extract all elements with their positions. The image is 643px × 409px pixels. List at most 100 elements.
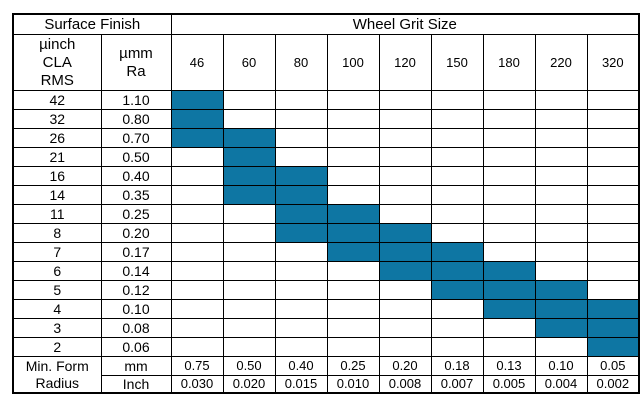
grit-cell (222, 223, 276, 243)
grit-cell (170, 299, 224, 319)
wheel-grit-size-header: Wheel Grit Size (170, 13, 640, 35)
grit-cell (378, 166, 432, 186)
umm-value-cell: 0.80 (100, 109, 172, 129)
grit-cell (326, 299, 380, 319)
grit-cell (482, 185, 536, 205)
grit-cell-filled (274, 223, 328, 243)
grit-cell (534, 147, 588, 167)
umm-value-cell: 0.20 (100, 223, 172, 243)
surface-finish-grit-table: Surface Finish Wheel Grit Size µinch CLA… (12, 13, 641, 394)
umm-value-cell: 0.35 (100, 185, 172, 205)
umm-value-cell: 0.40 (100, 166, 172, 186)
grit-cell (170, 337, 224, 357)
grit-cell (378, 318, 432, 338)
grit-cell (534, 261, 588, 281)
grit-cell (378, 109, 432, 129)
umm-value-cell: 0.25 (100, 204, 172, 224)
inch-value-cell: 0.007 (430, 375, 484, 394)
grit-cell (482, 128, 536, 148)
umm-value-cell: 0.50 (100, 147, 172, 167)
grit-cell (534, 204, 588, 224)
inch-value-cell: 0.030 (170, 375, 224, 394)
grit-cell-filled (430, 280, 484, 300)
grit-cell (430, 166, 484, 186)
mm-value-cell: 0.05 (586, 356, 640, 376)
grit-cell (482, 223, 536, 243)
grit-cell (274, 337, 328, 357)
grit-cell-filled (586, 318, 640, 338)
finish-row: 7 0.17 (12, 242, 640, 262)
uinch-value-cell: 32 (12, 109, 102, 129)
grit-cell (586, 166, 640, 186)
grit-cell (482, 109, 536, 129)
grit-size-header: 80 (274, 34, 328, 91)
grit-cell (378, 147, 432, 167)
grit-cell (170, 147, 224, 167)
grit-cell-filled (274, 185, 328, 205)
inch-value-cell: 0.004 (534, 375, 588, 394)
grit-cell (274, 318, 328, 338)
grit-cell (482, 204, 536, 224)
grit-cell (222, 299, 276, 319)
inch-value-cell: 0.015 (274, 375, 328, 394)
grit-cell (586, 204, 640, 224)
grit-cell (170, 318, 224, 338)
grit-cell (430, 147, 484, 167)
grit-cell (170, 166, 224, 186)
grit-cell-filled (378, 223, 432, 243)
grit-cell-filled (586, 299, 640, 319)
min-form-radius-inch-row: Inch 0.030 0.020 0.015 0.010 0.008 0.007 0.005… (13, 375, 640, 394)
umm-value-cell: 1.10 (100, 90, 172, 110)
grit-cell-filled (482, 280, 536, 300)
grit-cell (222, 280, 276, 300)
grit-cell (274, 261, 328, 281)
grit-cell-filled (274, 166, 328, 186)
grit-cell (430, 204, 484, 224)
grit-cell (534, 337, 588, 357)
grit-cell (586, 90, 640, 110)
grit-cell (378, 128, 432, 148)
grit-cell-filled (170, 109, 224, 129)
finish-row: 16 0.40 (12, 166, 640, 186)
grit-cell (482, 90, 536, 110)
grit-cell (534, 109, 588, 129)
grit-cell (326, 128, 380, 148)
finish-row: 3 0.08 (12, 318, 640, 338)
grit-cell (326, 147, 380, 167)
uinch-value-cell: 16 (12, 166, 102, 186)
inch-value-cell: 0.008 (378, 375, 432, 394)
grit-cell (222, 318, 276, 338)
grit-cell (482, 147, 536, 167)
grit-cell (326, 261, 380, 281)
umm-value-cell: 0.14 (100, 261, 172, 281)
grit-cell-filled (326, 223, 380, 243)
grit-cell (534, 128, 588, 148)
grit-size-header: 150 (430, 34, 484, 91)
grit-cell (378, 337, 432, 357)
grit-cell (586, 147, 640, 167)
grit-cell-filled (378, 261, 432, 281)
finish-row: 5 0.12 (12, 280, 640, 300)
grit-cell-filled (482, 261, 536, 281)
grit-cell-filled (222, 166, 276, 186)
grit-cell-filled (170, 128, 224, 148)
grit-cell (482, 242, 536, 262)
mm-unit-label: mm (100, 356, 172, 376)
grit-cell (586, 185, 640, 205)
grit-cell (170, 280, 224, 300)
grit-cell (378, 204, 432, 224)
grit-cell (534, 223, 588, 243)
grit-cell (586, 280, 640, 300)
inch-value-cell: 0.010 (326, 375, 380, 394)
finish-row: 21 0.50 (12, 147, 640, 167)
grit-cell (222, 109, 276, 129)
grit-cell-filled (534, 318, 588, 338)
grit-cell-filled (534, 299, 588, 319)
grit-cell (482, 166, 536, 186)
uinch-cla-rms-unit-header: µinch CLA RMS (12, 34, 102, 91)
finish-row: 4 0.10 (12, 299, 640, 319)
grit-cell-filled (274, 204, 328, 224)
umm-value-cell: 0.10 (100, 299, 172, 319)
grit-cell (170, 185, 224, 205)
grit-cell (170, 242, 224, 262)
